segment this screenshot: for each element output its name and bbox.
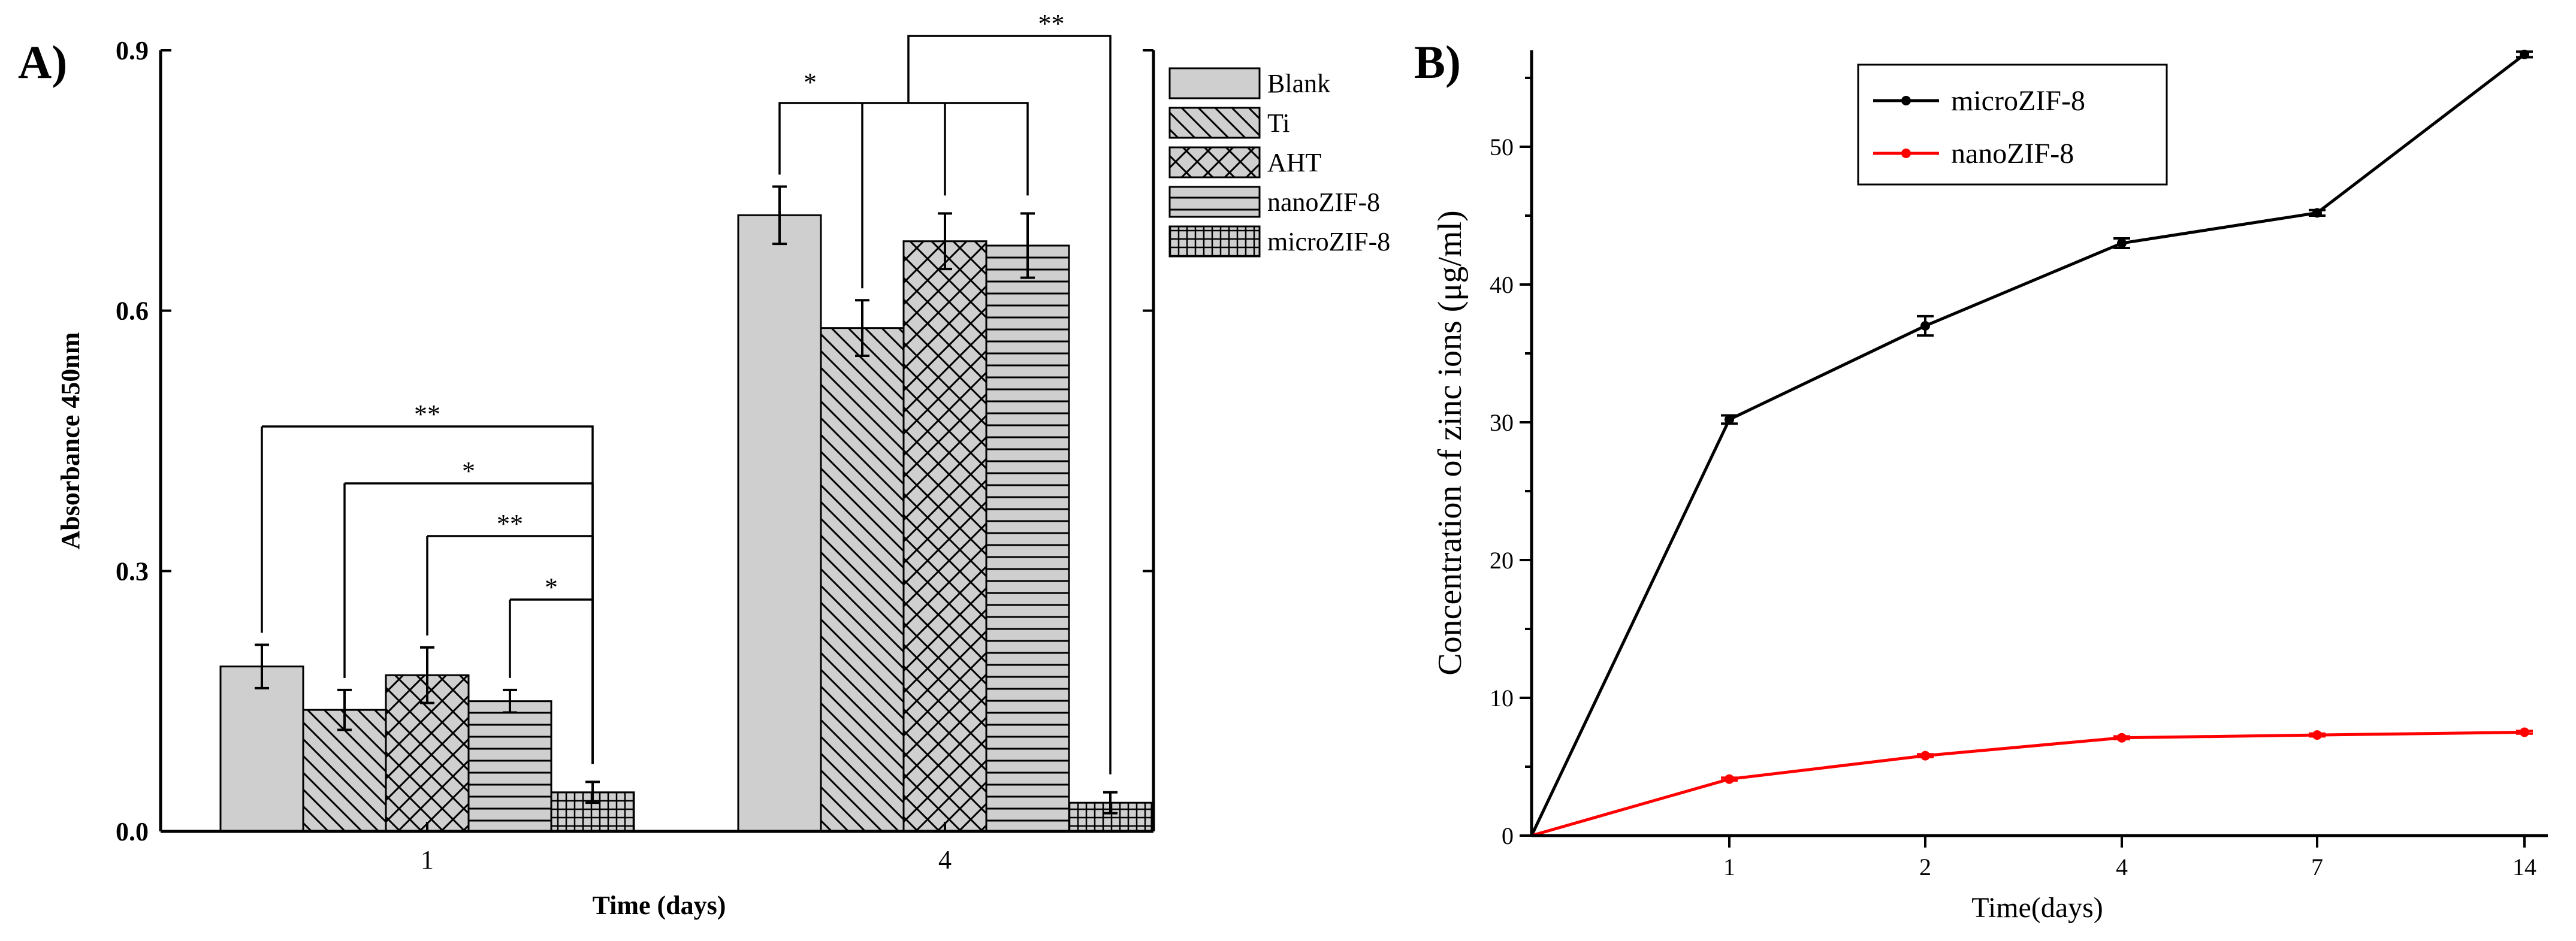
y-tick-label: 0.3 (116, 556, 149, 586)
line-chart: 0 10 20 30 40 50 1 2 4 7 14 microZIF-8 nanoZIF-8 Ti… (1432, 49, 2548, 924)
bar-nanozif-8-day-4 (985, 244, 1070, 833)
y-tick-label: 0.6 (116, 296, 149, 326)
y-tick-label: 30 (1490, 409, 1514, 436)
legend-label: nanoZIF-8 (1951, 138, 2074, 170)
significance-label: ** (414, 400, 440, 429)
y-tick-label: 50 (1490, 134, 1514, 161)
bar-chart-legend: Blank Ti AHT nanoZIF-8 microZIF-8 (1168, 67, 1390, 258)
significance-label: ** (1038, 9, 1065, 38)
y-tick-label: 20 (1490, 547, 1514, 574)
legend-swatch (1168, 225, 1261, 258)
legend-label: Blank (1267, 69, 1330, 98)
legend-box (1857, 63, 2168, 186)
x-tick-label: 4 (938, 845, 952, 875)
significance-label: ** (497, 509, 523, 538)
significance-bracket (778, 102, 1029, 196)
bar-ti-day-4 (820, 327, 905, 833)
bar-series-group (219, 214, 1153, 833)
bar-chart-x-axis-label: Time (days) (593, 891, 726, 920)
x-tick-label: 2 (1919, 854, 1931, 881)
x-tick-label: 1 (1723, 854, 1735, 881)
bar-aht-day-4 (902, 240, 987, 833)
line-chart-x-axis-label: Time(days) (1971, 892, 2103, 924)
significance-bracket (907, 35, 1112, 774)
legend-label: microZIF-8 (1951, 85, 2085, 117)
line-chart-axes: 0 10 20 30 40 50 1 2 4 7 14 (1490, 50, 2548, 881)
legend-label: Ti (1267, 108, 1290, 138)
x-tick-label: 1 (421, 845, 434, 875)
line-nanozif-8 (1531, 731, 2525, 837)
bar-chart-y-axis-label: Absorbance 450nm (56, 332, 85, 549)
y-tick-label: 40 (1490, 271, 1514, 298)
legend-label: microZIF-8 (1267, 227, 1390, 256)
x-tick-label: 4 (2116, 854, 2128, 881)
x-tick-label: 7 (2311, 854, 2323, 881)
x-tick-label: 14 (2512, 854, 2536, 881)
significance-label: * (545, 573, 558, 602)
line-chart-legend: microZIF-8 nanoZIF-8 (1857, 63, 2168, 186)
panel-label-b: B) (1414, 36, 1461, 88)
bar-blank-day-1 (219, 665, 304, 833)
bar-chart-axes: 0.0 0.3 0.6 0.9 1 4 (116, 36, 1155, 875)
significance-label: * (804, 68, 817, 97)
bar-chart: ********* 0.00.30.60.91 4 BlankTiAHTnanoZ… (56, 9, 1390, 920)
line-series-group (1530, 49, 2533, 837)
legend-swatch (1168, 67, 1261, 99)
panel-label-a: A) (18, 36, 67, 88)
y-tick-label: 0 (1502, 822, 1514, 849)
error-bar-group (255, 185, 1118, 815)
legend-label: AHT (1267, 148, 1322, 177)
bar-microzif-8-day-4 (1068, 801, 1153, 833)
legend-swatch (1168, 107, 1261, 139)
line-microzif-8 (1530, 53, 2526, 837)
bar-nanozif-8-day-1 (467, 700, 552, 833)
significance-label: * (462, 456, 475, 486)
legend-marker (1901, 149, 1911, 158)
y-tick-label: 0.0 (116, 817, 149, 846)
bar-blank-day-4 (737, 214, 822, 833)
significance-bracket-group: ********* (261, 9, 1112, 774)
legend-swatch (1168, 146, 1261, 178)
significance-bracket (510, 598, 594, 764)
legend-swatch (1168, 186, 1261, 218)
y-tick-label: 10 (1490, 685, 1514, 712)
line-chart-y-axis-label: Concentration of zinc ions (μg/ml) (1432, 210, 1469, 676)
y-tick-label: 0.9 (116, 36, 149, 65)
legend-marker (1901, 96, 1911, 105)
legend-label: nanoZIF-8 (1267, 187, 1380, 217)
